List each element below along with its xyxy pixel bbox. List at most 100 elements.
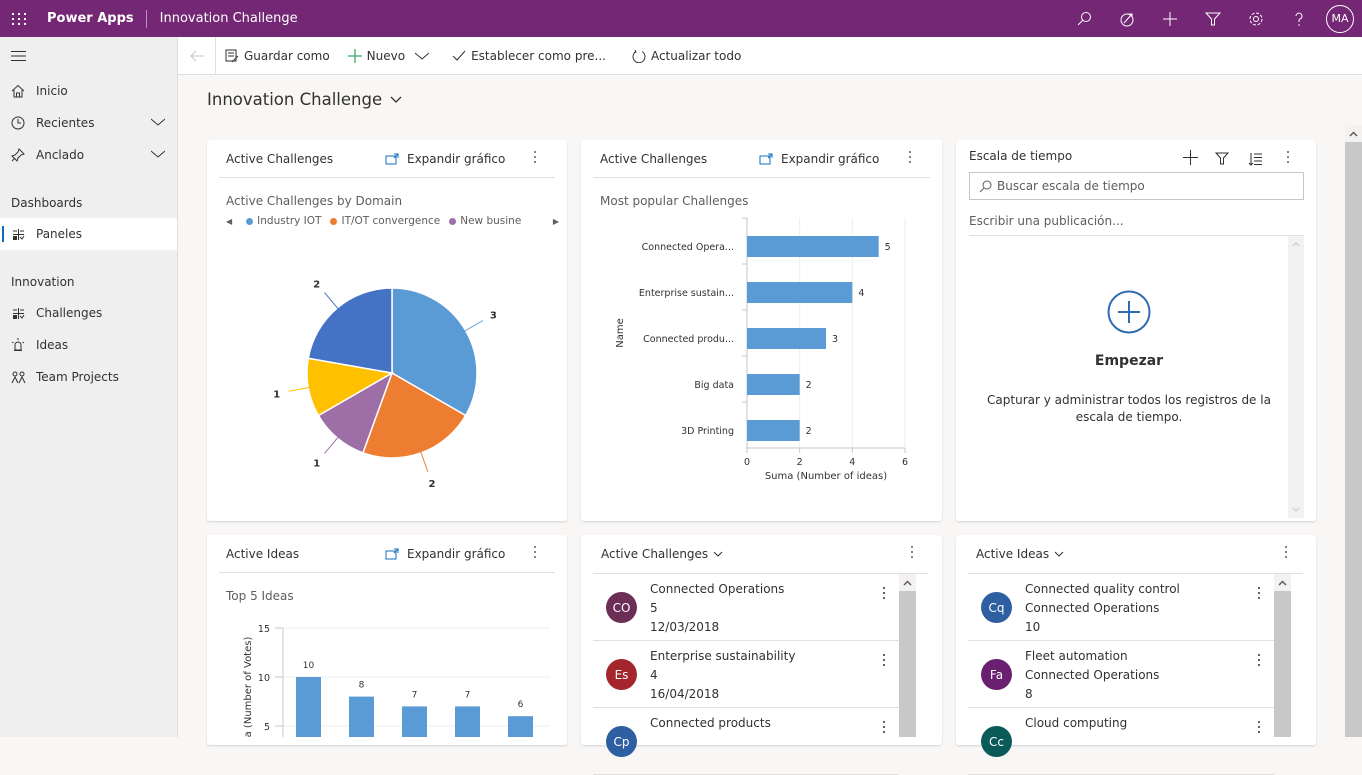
bar-data-label: 7 <box>412 690 418 700</box>
legend-prev-icon[interactable]: ◀ <box>226 216 233 226</box>
sidebar-item-anclado[interactable]: Anclado <box>0 139 177 171</box>
more-options-icon[interactable] <box>1284 546 1288 560</box>
list-item[interactable]: Cc Cloud computing <box>968 708 1274 775</box>
record-line1[interactable]: Cloud computing <box>1025 716 1128 730</box>
row-more-options-icon[interactable] <box>882 654 886 668</box>
expand-chart-button[interactable]: Expandir gráfico <box>759 152 879 166</box>
list-item[interactable]: Es Enterprise sustainability 4 16/04/2018 <box>593 641 899 708</box>
scroll-up-icon[interactable] <box>1345 125 1362 142</box>
empty-state-description: Capturar y administrar todos los registr… <box>987 393 1271 424</box>
chevron-down-icon[interactable] <box>150 116 166 130</box>
legend-next-icon[interactable]: ▶ <box>552 216 559 226</box>
bar <box>296 677 321 737</box>
empty-state-add-icon[interactable] <box>969 290 1289 338</box>
pie-leader-line <box>419 450 429 472</box>
view-selector[interactable]: Active Ideas <box>976 547 1064 561</box>
filter-icon[interactable] <box>1191 0 1234 37</box>
gear-icon[interactable] <box>1234 0 1277 37</box>
sidebar-item-label: Challenges <box>36 306 103 320</box>
timeline-scrollbar[interactable] <box>1288 236 1304 518</box>
x-tick-label: 0 <box>744 457 750 468</box>
sidebar-item-inicio[interactable]: Inicio <box>0 75 177 107</box>
sidebar-item-team-projects[interactable]: Team Projects <box>0 361 177 393</box>
row-more-options-icon[interactable] <box>1257 587 1261 601</box>
brand-name[interactable]: Power Apps <box>38 9 147 28</box>
list-scrollbar[interactable] <box>899 574 916 737</box>
more-options-icon[interactable] <box>908 151 912 165</box>
record-line3: 16/04/2018 <box>650 687 720 701</box>
card-active-challenges-pie: Active Challenges Expandir gráfico Activ… <box>207 140 567 521</box>
pie-chart: 3 2 1 1 2 <box>273 279 497 490</box>
bar-data-label: 10 <box>303 661 315 671</box>
expand-chart-button[interactable]: Expandir gráfico <box>385 152 505 166</box>
set-default-button[interactable]: Establecer como pre... <box>443 37 615 75</box>
chevron-down-icon[interactable] <box>150 148 166 162</box>
pie-data-label: 2 <box>429 479 436 490</box>
timeline-search-input[interactable]: Buscar escala de tiempo <box>969 172 1304 200</box>
more-options-icon[interactable] <box>910 546 914 560</box>
row-more-options-icon[interactable] <box>882 721 886 735</box>
record-line1[interactable]: Connected products <box>650 716 771 730</box>
sidebar-item-paneles[interactable]: Paneles <box>0 218 177 250</box>
row-more-options-icon[interactable] <box>1257 721 1261 735</box>
bar-data-label: 2 <box>806 380 812 391</box>
search-icon[interactable] <box>1062 0 1105 37</box>
sidebar-item-challenges[interactable]: Challenges <box>0 297 177 329</box>
card-active-challenges-bar: Active Challenges Expandir gráfico Most … <box>581 140 942 521</box>
expand-chart-button[interactable]: Expandir gráfico <box>385 547 505 561</box>
assistant-icon[interactable] <box>1105 0 1148 37</box>
pie-data-label: 2 <box>313 279 320 290</box>
checkmark-icon <box>452 50 466 61</box>
page-scrollbar[interactable] <box>1345 125 1362 737</box>
plus-icon[interactable] <box>1148 0 1191 37</box>
sidebar-group-innovation: Innovation <box>11 275 75 289</box>
sidebar-item-recientes[interactable]: Recientes <box>0 107 177 139</box>
list-item[interactable]: Cq Connected quality control Connected Ope… <box>968 574 1274 641</box>
record-line3: 10 <box>1025 620 1041 634</box>
dashboard-selector[interactable]: Innovation Challenge <box>207 90 402 109</box>
list-item[interactable]: Cp Connected products <box>593 708 899 775</box>
sidebar-item-ideas[interactable]: Ideas <box>0 329 177 361</box>
list-scrollbar[interactable] <box>1274 574 1291 737</box>
bar-data-label: 6 <box>518 700 524 710</box>
record-line1[interactable]: Fleet automation <box>1025 649 1128 663</box>
row-more-options-icon[interactable] <box>882 587 886 601</box>
more-options-icon[interactable] <box>1286 151 1290 165</box>
list-item[interactable]: Fa Fleet automation Connected Operations 8 <box>968 641 1274 708</box>
sidebar-item-label: Paneles <box>36 227 83 241</box>
row-more-options-icon[interactable] <box>1257 654 1261 668</box>
dashboard-icon <box>10 226 26 242</box>
top-bar: Power Apps Innovation Challenge MA <box>0 0 1362 37</box>
more-options-icon[interactable] <box>533 151 537 165</box>
refresh-all-button[interactable]: Actualizar todo <box>623 37 750 75</box>
new-button[interactable]: Nuevo <box>339 37 443 75</box>
record-line1[interactable]: Connected Operations <box>650 582 785 596</box>
bar-data-label: 7 <box>465 690 471 700</box>
view-selector[interactable]: Active Challenges <box>601 547 723 561</box>
add-post-icon[interactable] <box>1183 150 1198 169</box>
sort-icon[interactable] <box>1248 151 1262 170</box>
user-avatar[interactable]: MA <box>1326 4 1354 33</box>
expand-icon <box>385 548 399 559</box>
legend-item: Industry IOT <box>246 215 321 227</box>
y-tick-label: 15 <box>258 624 270 635</box>
filter-icon[interactable] <box>1214 151 1230 170</box>
help-icon[interactable] <box>1277 0 1320 37</box>
app-launcher-icon[interactable] <box>0 0 38 37</box>
save-as-button[interactable]: Guardar como <box>216 37 339 75</box>
list-item[interactable]: CO Connected Operations 5 12/03/2018 <box>593 574 899 641</box>
record-line1[interactable]: Enterprise sustainability <box>650 649 796 663</box>
more-options-icon[interactable] <box>533 546 537 560</box>
refresh-all-label: Actualizar todo <box>650 48 742 63</box>
timeline-post-input[interactable]: Escribir una publicación... <box>969 206 1304 236</box>
record-line1[interactable]: Connected quality control <box>1025 582 1180 596</box>
chevron-down-icon <box>713 551 723 557</box>
back-arrow-icon[interactable] <box>178 36 216 75</box>
hamburger-menu-icon[interactable] <box>0 37 177 75</box>
sidebar-item-label: Anclado <box>36 148 85 162</box>
home-icon <box>10 83 26 99</box>
bar <box>349 696 374 737</box>
pie-data-label: 1 <box>273 389 280 400</box>
bar <box>402 706 427 737</box>
card-title: Active Challenges <box>226 151 334 166</box>
